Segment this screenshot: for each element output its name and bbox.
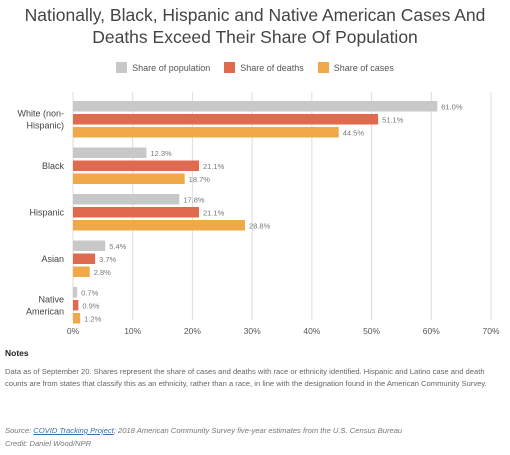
category-label: Black: [42, 161, 65, 171]
category-label: White (non-: [17, 108, 64, 118]
legend-label-deaths: Share of deaths: [240, 62, 304, 73]
bar-chart: 0% 10% 20% 30% 40% 50% 60% 70% White (non- Hispan…: [17, 92, 500, 336]
data-label: 5.4%: [109, 242, 126, 251]
x-tick-label: 70%: [482, 326, 499, 336]
bar-cases: [73, 313, 81, 324]
category-label: Hispanic: [29, 207, 64, 217]
bar-population: [73, 101, 438, 112]
chart-title: Nationally, Black, Hispanic and Native A…: [0, 4, 510, 48]
bar-deaths: [73, 253, 96, 264]
x-tick-label: 30%: [244, 326, 261, 336]
bar-population: [73, 147, 147, 158]
bar-deaths: [73, 300, 79, 311]
source-rest: ; 2018 American Community Survey five-ye…: [113, 426, 403, 435]
data-label: 21.1%: [203, 162, 225, 171]
bar-cases: [73, 220, 245, 231]
bar-population: [73, 194, 180, 205]
legend-label-population: Share of population: [132, 62, 211, 73]
bar-cases: [73, 127, 339, 138]
data-label: 3.7%: [99, 255, 116, 264]
data-label: 21.1%: [203, 209, 225, 218]
x-tick-label: 10%: [124, 326, 141, 336]
source-line: Source: COVID Tracking Project; 2018 Ame…: [5, 425, 503, 437]
source-prefix: Source:: [5, 426, 34, 435]
data-label: 44.5%: [343, 129, 365, 138]
data-label: 28.8%: [249, 222, 271, 231]
chart-legend: Share of population Share of deaths Shar…: [0, 62, 510, 73]
bar-population: [73, 287, 78, 298]
data-label: 0.9%: [82, 302, 99, 311]
category-label: Native: [38, 294, 64, 304]
x-tick-label: 0%: [67, 326, 80, 336]
notes-text: Data as of September 20. Shares represen…: [5, 367, 487, 388]
chart-title-line-2: Deaths Exceed Their Share Of Population: [92, 27, 418, 47]
x-tick-label: 60%: [423, 326, 440, 336]
legend-label-cases: Share of cases: [333, 62, 394, 73]
data-label: 61.0%: [441, 103, 463, 112]
x-tick-label: 20%: [184, 326, 201, 336]
data-label: 0.7%: [81, 289, 98, 298]
x-tick-label: 40%: [303, 326, 320, 336]
bar-deaths: [73, 160, 199, 171]
notes-heading: Notes: [5, 348, 29, 358]
x-tick-label: 50%: [363, 326, 380, 336]
data-label: 51.1%: [382, 116, 404, 125]
data-label: 17.8%: [183, 196, 205, 205]
data-label: 18.7%: [189, 175, 211, 184]
bar-deaths: [73, 114, 379, 125]
data-label: 12.3%: [150, 149, 172, 158]
legend-item-population: Share of population: [116, 62, 210, 73]
source-link[interactable]: COVID Tracking Project: [33, 426, 114, 435]
category-label: Asian: [41, 254, 64, 264]
chart-title-line-1: Nationally, Black, Hispanic and Native A…: [24, 5, 486, 25]
legend-item-cases: Share of cases: [317, 62, 394, 73]
legend-item-deaths: Share of deaths: [224, 62, 304, 73]
legend-swatch-deaths: [224, 62, 236, 73]
bar-cases: [73, 266, 90, 277]
bar-cases: [73, 173, 185, 184]
legend-swatch-population: [116, 62, 128, 73]
category-label: Hispanic): [26, 120, 64, 130]
bar-deaths: [73, 207, 199, 218]
legend-swatch-cases: [317, 62, 329, 73]
data-label: 1.2%: [84, 315, 101, 324]
category-label: American: [26, 306, 64, 316]
credit-line: Credit: Daniel Wood/NPR: [5, 439, 92, 448]
bar-population: [73, 240, 106, 251]
data-label: 2.8%: [94, 268, 111, 277]
